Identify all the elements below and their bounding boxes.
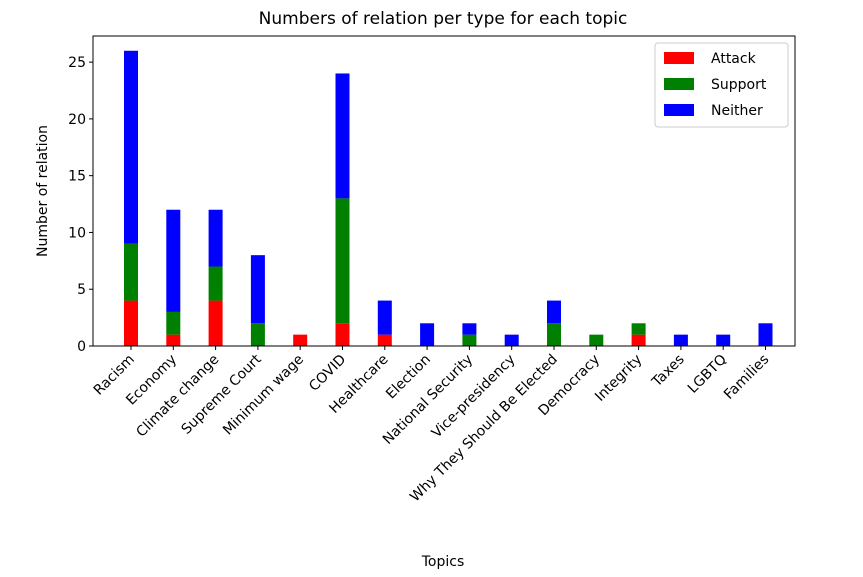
bar-neither-vice-presidency (504, 334, 519, 346)
bar-neither-racism (124, 50, 138, 244)
legend-label-neither: Neither (711, 103, 763, 119)
bar-support-covid (335, 198, 350, 324)
bar-support-economy (166, 311, 181, 335)
bars-group (124, 50, 773, 346)
bar-neither-economy (166, 209, 181, 312)
bar-support-integrity (631, 323, 646, 335)
y-tick-label: 25 (68, 55, 86, 71)
bar-attack-minimum-wage (293, 334, 308, 346)
bar-attack-racism (124, 300, 138, 346)
x-tick-label-taxes: Taxes (648, 352, 687, 391)
x-tick-label-families: Families (721, 352, 772, 403)
legend: Attack Support Neither (654, 42, 789, 128)
y-axis-label: Number of relation (35, 125, 51, 257)
x-tick-label-minimum-wage: Minimum wage (220, 352, 307, 439)
chart-title: Numbers of relation per type for each to… (259, 9, 628, 29)
bar-attack-covid (335, 323, 350, 346)
bar-neither-covid (335, 73, 350, 199)
bar-support-supreme-court (250, 323, 265, 346)
bar-attack-climate-change (208, 300, 223, 346)
bar-neither-taxes (673, 334, 688, 346)
legend-swatch-neither (664, 104, 694, 116)
bar-support-why-they-should-be-elected (547, 323, 561, 346)
bar-neither-election (420, 323, 435, 346)
y-tick-label: 0 (77, 339, 86, 355)
bar-support-climate-change (208, 266, 223, 301)
y-ticks-group: 0 5 10 15 20 25 (68, 55, 93, 355)
legend-swatch-attack (664, 52, 694, 64)
bar-attack-healthcare (377, 334, 392, 346)
x-axis-label: Topics (421, 554, 465, 570)
legend-label-attack: Attack (711, 51, 757, 67)
bar-neither-supreme-court (250, 255, 265, 324)
x-tick-label-integrity: Integrity (592, 352, 645, 405)
bar-attack-integrity (631, 334, 646, 346)
y-tick-label: 10 (68, 225, 86, 241)
bar-neither-lgbtq (716, 334, 731, 346)
bar-neither-why-they-should-be-elected (547, 300, 561, 324)
bar-neither-national-security (462, 323, 477, 335)
y-tick-label: 20 (68, 112, 86, 128)
y-tick-label: 5 (77, 282, 86, 298)
bar-attack-economy (166, 334, 181, 346)
bar-neither-climate-change (208, 209, 223, 267)
bar-neither-families (758, 323, 773, 346)
bar-support-national-security (462, 334, 477, 346)
bar-neither-healthcare (377, 300, 392, 335)
y-tick-label: 15 (68, 169, 86, 185)
bar-support-racism (124, 243, 138, 301)
legend-swatch-support (664, 78, 694, 90)
bar-support-democracy (589, 334, 604, 346)
legend-label-support: Support (711, 77, 767, 93)
plot-frame (92, 35, 796, 347)
